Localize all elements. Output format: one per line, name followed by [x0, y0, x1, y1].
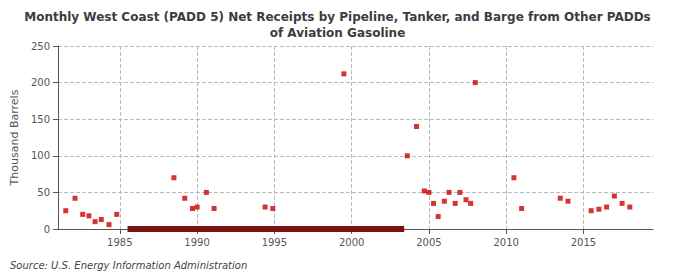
svg-text:100: 100: [31, 150, 50, 161]
svg-text:Thousand Barrels: Thousand Barrels: [8, 89, 21, 186]
svg-text:1990: 1990: [184, 237, 209, 248]
svg-text:Monthly West Coast (PADD 5) Ne: Monthly West Coast (PADD 5) Net Receipts…: [24, 10, 651, 24]
svg-text:of Aviation Gasoline: of Aviation Gasoline: [270, 26, 406, 40]
svg-text:2000: 2000: [339, 237, 364, 248]
svg-text:150: 150: [31, 114, 50, 125]
svg-text:50: 50: [37, 187, 50, 198]
svg-text:1985: 1985: [107, 237, 132, 248]
svg-text:1995: 1995: [262, 237, 287, 248]
svg-text:2005: 2005: [416, 237, 441, 248]
svg-text:2015: 2015: [571, 237, 596, 248]
svg-text:2010: 2010: [493, 237, 518, 248]
svg-text:0: 0: [44, 224, 50, 235]
svg-text:250: 250: [31, 41, 50, 52]
svg-text:Source: U.S. Energy Informatio: Source: U.S. Energy Information Administ…: [10, 260, 247, 271]
svg-text:200: 200: [31, 77, 50, 88]
